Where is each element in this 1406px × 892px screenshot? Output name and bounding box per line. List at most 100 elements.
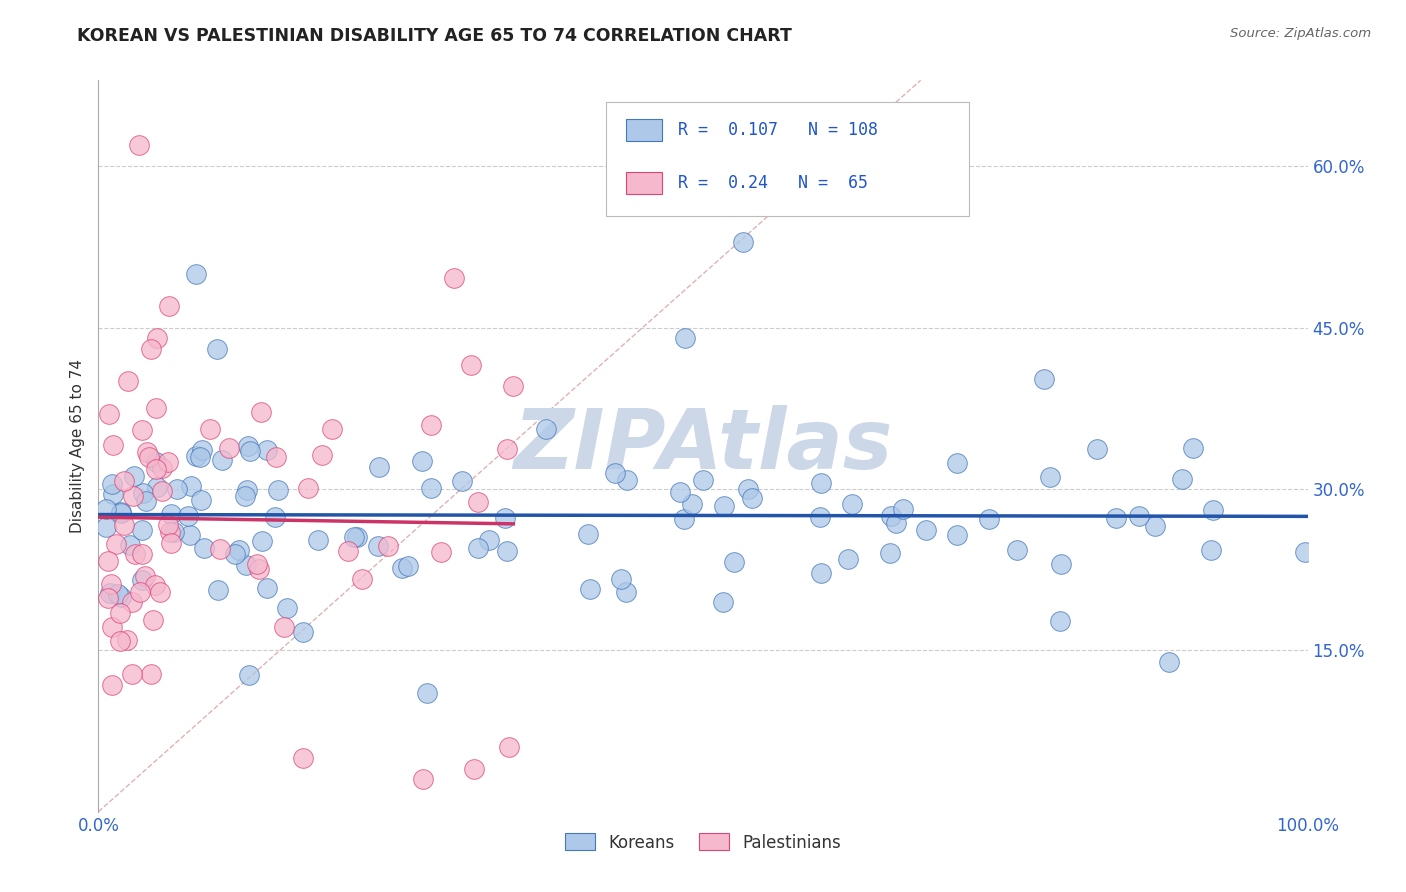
Point <box>368 460 391 475</box>
FancyBboxPatch shape <box>626 119 662 141</box>
Point <box>884 516 907 531</box>
Point <box>1105 510 1128 524</box>
Point <box>159 507 181 521</box>
Point <box>159 524 181 539</box>
Point <box>117 375 139 389</box>
Point <box>142 613 165 627</box>
Point <box>1171 472 1194 486</box>
Point <box>236 439 259 453</box>
Point <box>188 450 211 464</box>
Point <box>150 483 173 498</box>
Point <box>121 666 143 681</box>
Legend: Koreans, Palestinians: Koreans, Palestinians <box>558 827 848 858</box>
Point <box>1087 442 1109 457</box>
Point <box>412 772 434 787</box>
Point <box>841 497 863 511</box>
Point <box>94 502 117 516</box>
Point <box>681 497 703 511</box>
Point <box>396 558 419 573</box>
Point <box>498 740 520 755</box>
Point <box>98 586 121 600</box>
Point <box>160 536 183 550</box>
Point <box>879 546 901 560</box>
Point <box>105 537 128 551</box>
Point <box>713 499 735 513</box>
Point <box>307 533 329 548</box>
Point <box>250 405 273 419</box>
Point <box>1294 545 1316 559</box>
Point <box>110 506 132 520</box>
Point <box>616 473 638 487</box>
Point <box>131 423 153 437</box>
Point <box>163 524 186 539</box>
Point <box>478 533 501 547</box>
Point <box>236 483 259 497</box>
Point <box>467 541 489 555</box>
Point <box>276 600 298 615</box>
Point <box>150 461 173 475</box>
Point <box>411 454 433 468</box>
Point <box>419 418 441 433</box>
Point <box>107 587 129 601</box>
Point <box>311 448 333 462</box>
Point <box>614 584 637 599</box>
Point <box>101 619 124 633</box>
Text: KOREAN VS PALESTINIAN DISABILITY AGE 65 TO 74 CORRELATION CHART: KOREAN VS PALESTINIAN DISABILITY AGE 65 … <box>77 27 792 45</box>
Point <box>239 444 262 458</box>
Point <box>101 487 124 501</box>
Point <box>124 547 146 561</box>
Point <box>235 558 257 572</box>
Point <box>367 539 389 553</box>
Point <box>132 485 155 500</box>
Point <box>121 595 143 609</box>
Point <box>228 543 250 558</box>
Point <box>945 456 967 470</box>
Point <box>297 481 319 495</box>
Point <box>193 541 215 555</box>
Point <box>576 526 599 541</box>
Point <box>156 455 179 469</box>
Point <box>108 634 131 648</box>
Point <box>292 751 315 765</box>
Point <box>141 342 163 356</box>
Point <box>159 299 181 313</box>
Point <box>101 678 124 692</box>
Point <box>723 555 745 569</box>
Point <box>134 569 156 583</box>
Point <box>131 523 153 537</box>
Point <box>273 620 295 634</box>
Point <box>880 509 903 524</box>
Point <box>737 482 759 496</box>
Point <box>128 137 150 152</box>
Point <box>605 466 627 480</box>
Point <box>224 547 246 561</box>
Point <box>579 582 602 596</box>
Point <box>979 512 1001 526</box>
Point <box>1128 509 1150 524</box>
Point <box>443 271 465 285</box>
Point <box>672 512 695 526</box>
Text: R =  0.24   N =  65: R = 0.24 N = 65 <box>678 174 868 192</box>
Point <box>346 530 368 544</box>
Point <box>692 473 714 487</box>
Point <box>145 480 167 494</box>
Point <box>138 450 160 464</box>
Point <box>264 450 287 464</box>
Point <box>502 379 524 393</box>
Point <box>945 528 967 542</box>
Point <box>837 552 859 566</box>
Point <box>1033 371 1056 385</box>
Point <box>100 577 122 591</box>
Point <box>420 481 443 495</box>
Point <box>149 585 172 599</box>
Point <box>186 449 208 463</box>
Point <box>264 510 287 524</box>
Point <box>112 517 135 532</box>
Point <box>430 544 453 558</box>
Point <box>494 511 516 525</box>
FancyBboxPatch shape <box>626 171 662 194</box>
Point <box>136 444 159 458</box>
Point <box>218 441 240 455</box>
Point <box>131 547 153 561</box>
Point <box>131 574 153 588</box>
